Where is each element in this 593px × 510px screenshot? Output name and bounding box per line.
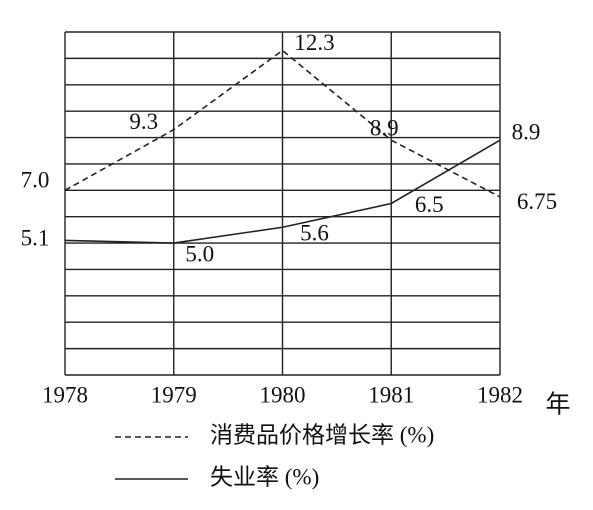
- series-line: [64, 139, 501, 244]
- x-tick-label: 1979: [151, 382, 197, 407]
- x-axis-label: 年: [545, 391, 570, 419]
- data-label: 5.6: [300, 221, 329, 246]
- data-label: 9.3: [129, 109, 158, 134]
- x-tick-label: 1981: [368, 382, 414, 407]
- data-label: 12.3: [294, 30, 334, 55]
- data-label: 6.75: [517, 189, 557, 214]
- x-tick-label: 1978: [42, 382, 88, 407]
- data-label: 8.9: [512, 119, 541, 144]
- data-label: 5.0: [185, 241, 214, 266]
- legend-label: 消费品价格增长率 (%): [210, 422, 434, 447]
- x-tick-label: 1982: [477, 382, 523, 407]
- x-tick-label: 1980: [260, 382, 306, 407]
- data-label: 8.9: [370, 115, 399, 140]
- data-label: 6.5: [415, 192, 444, 217]
- legend-label: 失业率 (%): [210, 464, 319, 489]
- data-label: 5.1: [21, 226, 50, 251]
- series-line: [64, 49, 501, 198]
- data-label: 7.0: [21, 168, 50, 193]
